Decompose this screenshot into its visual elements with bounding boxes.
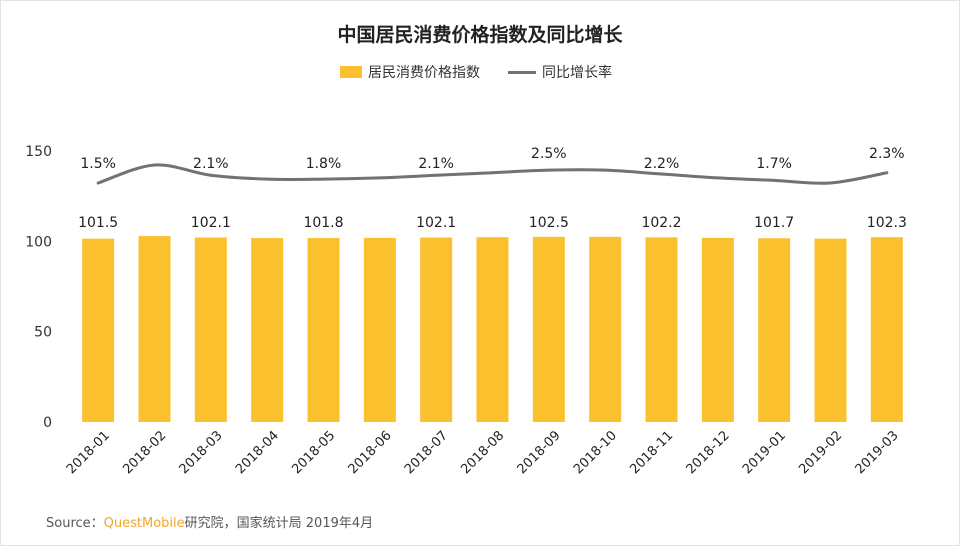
bar-data-label: 101.5 xyxy=(78,215,118,231)
legend-label-line: 同比增长率 xyxy=(542,65,612,81)
source-prefix: Source： xyxy=(46,516,104,531)
line-data-label: 2.1% xyxy=(193,156,229,172)
bar xyxy=(645,237,678,422)
bar-data-label: 101.8 xyxy=(303,215,343,231)
bar xyxy=(870,237,903,422)
bar xyxy=(814,238,847,422)
x-tick-label: 2019-03 xyxy=(853,428,902,477)
line-point xyxy=(322,177,325,181)
x-tick-label: 2018-12 xyxy=(684,428,733,477)
bar xyxy=(758,238,791,422)
bar-data-label: 102.1 xyxy=(416,215,456,231)
x-tick-label: 2019-02 xyxy=(796,428,845,477)
bar-data-label: 102.2 xyxy=(641,215,681,231)
line-data-label: 1.8% xyxy=(306,156,342,172)
x-tick-label: 2018-07 xyxy=(402,428,451,477)
line-point xyxy=(153,163,156,167)
chart-title: 中国居民消费价格指数及同比增长 xyxy=(337,24,623,46)
x-tick-label: 2018-11 xyxy=(627,428,676,477)
bar xyxy=(194,237,227,422)
x-tick-label: 2018-09 xyxy=(515,428,564,477)
line-data-label: 2.3% xyxy=(869,146,905,162)
line-point xyxy=(96,181,100,185)
bar xyxy=(420,237,453,422)
bar xyxy=(138,236,171,422)
line-data-label: 2.2% xyxy=(644,156,680,172)
bar-data-label: 102.3 xyxy=(867,215,907,231)
y-tick-label: 0 xyxy=(43,415,52,431)
line-point xyxy=(491,171,494,175)
line-data-label: 2.5% xyxy=(531,146,567,162)
legend-item-line: 同比增长率 xyxy=(508,62,612,82)
x-tick-label: 2018-03 xyxy=(177,428,226,477)
legend-label-bar: 居民消费价格指数 xyxy=(368,65,480,81)
x-tick-label: 2018-05 xyxy=(289,428,338,477)
y-tick-label: 150 xyxy=(25,144,52,160)
x-tick-label: 2018-04 xyxy=(233,428,282,477)
bar xyxy=(476,237,509,422)
line-data-label: 1.7% xyxy=(756,156,792,172)
bar-data-label: 101.7 xyxy=(754,215,794,231)
line-point xyxy=(434,173,438,177)
bar-data-label: 102.1 xyxy=(191,215,231,231)
line-point xyxy=(603,168,607,172)
source-brand: QuestMobile xyxy=(103,516,185,531)
bar xyxy=(251,238,284,422)
line-point xyxy=(209,173,213,177)
bar xyxy=(589,236,622,422)
bar xyxy=(363,237,396,422)
line-point xyxy=(772,178,776,182)
legend: 居民消费价格指数 同比增长率 xyxy=(340,62,640,82)
line-data-label: 2.1% xyxy=(418,156,454,172)
x-tick-label: 2018-02 xyxy=(120,428,169,477)
bar-data-label: 102.5 xyxy=(529,215,569,231)
x-tick-label: 2018-10 xyxy=(571,428,620,477)
x-tick-label: 2018-01 xyxy=(64,428,113,477)
line-point xyxy=(885,171,889,175)
bar xyxy=(701,237,734,422)
line-point xyxy=(378,176,382,180)
y-tick-label: 100 xyxy=(25,234,52,250)
x-tick-label: 2018-06 xyxy=(346,428,395,477)
line-data-label: 1.5% xyxy=(80,156,116,172)
legend-swatch-bar xyxy=(340,66,362,78)
x-tick-label: 2018-08 xyxy=(458,428,507,477)
y-tick-label: 50 xyxy=(34,325,52,341)
legend-swatch-line xyxy=(508,70,536,74)
line-point xyxy=(547,168,551,172)
bar xyxy=(307,238,340,422)
line-point xyxy=(716,176,720,180)
source-suffix: 研究院，国家统计局 2019年4月 xyxy=(184,516,374,531)
legend-item-bar: 居民消费价格指数 xyxy=(340,62,480,82)
x-tick-label: 2019-01 xyxy=(740,428,789,477)
source-note: Source：QuestMobile研究院，国家统计局 2019年4月 xyxy=(46,512,373,531)
line-point xyxy=(829,181,832,185)
bar xyxy=(532,236,565,422)
line-point xyxy=(660,172,663,176)
bar xyxy=(82,238,115,422)
line-point xyxy=(265,177,269,181)
